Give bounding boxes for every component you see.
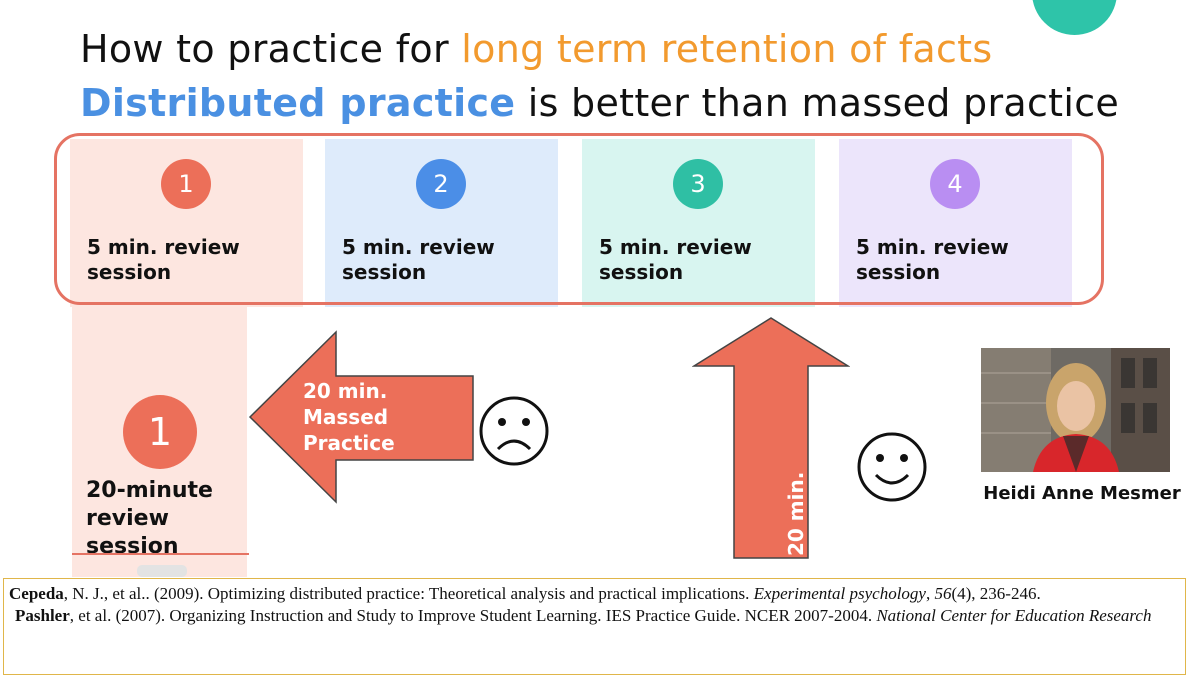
reference-author: Pashler: [15, 606, 70, 625]
reference-2: Pashler, et al. (2007). Organizing Instr…: [9, 605, 1171, 627]
photo-caption: Heidi Anne Mesmer: [983, 483, 1181, 504]
reference-journal: Experimental psychology: [753, 584, 926, 603]
session-number-badge: 2: [416, 159, 466, 209]
sad-face-icon: [479, 396, 549, 466]
massed-practice-label: 20 min. Massed Practice: [303, 379, 395, 455]
session-label: 5 min. review session: [856, 235, 1009, 284]
scroll-tab: [137, 565, 187, 577]
happy-face-icon: [857, 432, 927, 502]
title-line-1: How to practice for long term retention …: [80, 26, 992, 72]
author-photo: [981, 348, 1170, 472]
session-card-4: 4 5 min. review session: [839, 139, 1072, 307]
session-label: 5 min. review session: [342, 235, 495, 284]
session-card-3: 3 5 min. review session: [582, 139, 815, 307]
session-number-badge: 1: [161, 159, 211, 209]
massed-session-card: 1 20-minute review session: [72, 307, 247, 577]
reference-volume: 56: [934, 584, 952, 603]
divider-line: [72, 553, 249, 555]
session-number-badge: 4: [930, 159, 980, 209]
session-label: 5 min. review session: [87, 235, 240, 284]
reference-text: , et al. (2007). Organizing Instruction …: [69, 606, 877, 625]
massed-session-number-badge: 1: [123, 395, 197, 469]
references-box: Cepeda, N. J., et al.. (2009). Optimizin…: [3, 578, 1186, 675]
title-line-2: Distributed practice is better than mass…: [80, 80, 1119, 126]
session-card-2: 2 5 min. review session: [325, 139, 558, 307]
session-label: 5 min. review session: [599, 235, 752, 284]
title-highlight: long term retention of facts: [461, 27, 993, 71]
decorative-circle: [1032, 0, 1117, 35]
left-arrow-icon: [248, 330, 474, 504]
distributed-practice-label: 20 min. Distributed Practice: [784, 428, 860, 556]
reference-author: Cepeda: [9, 584, 64, 603]
session-card-1: 1 5 min. review session: [70, 139, 303, 307]
up-arrow-icon: [692, 317, 850, 559]
subtitle-highlight: Distributed practice: [80, 81, 516, 125]
subtitle-plain: is better than massed practice: [515, 81, 1120, 125]
reference-pages: (4), 236-246.: [951, 584, 1041, 603]
reference-1: Cepeda, N. J., et al.. (2009). Optimizin…: [9, 583, 1171, 605]
reference-source: National Center for Education Research: [876, 606, 1152, 625]
title-plain: How to practice for: [80, 27, 462, 71]
reference-text: , N. J., et al.. (2009). Optimizing dist…: [63, 584, 754, 603]
massed-session-label: 20-minute review session: [86, 478, 213, 559]
reference-separator: ,: [925, 584, 935, 603]
distributed-sessions-frame: [54, 133, 1104, 305]
session-number-badge: 3: [673, 159, 723, 209]
